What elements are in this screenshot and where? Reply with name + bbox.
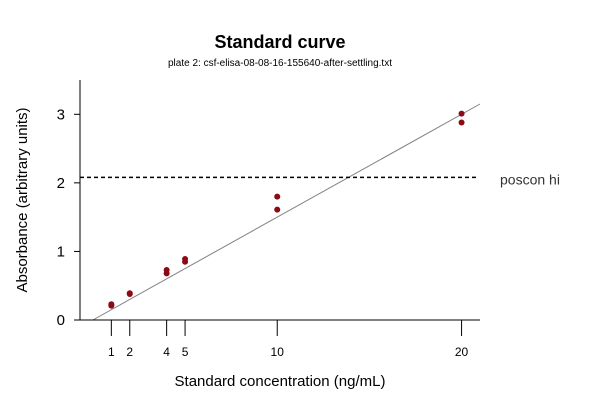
data-point [274, 193, 281, 200]
y-axis-ticks: 0 1 2 3 [57, 106, 80, 329]
y-tick-label: 2 [57, 175, 65, 192]
x-tick-label: 2 [126, 345, 133, 359]
reference-line-label: poscon hi [500, 171, 560, 187]
x-tick-label: 4 [163, 345, 170, 359]
y-tick-label: 0 [57, 312, 65, 329]
y-tick-label: 1 [57, 243, 65, 260]
x-tick-label: 10 [271, 345, 285, 359]
chart-subtitle: plate 2: csf-elisa-08-08-16-155640-after… [168, 58, 392, 69]
data-point [458, 119, 465, 126]
data-point [108, 301, 115, 308]
x-axis-label: Standard concentration (ng/mL) [175, 373, 386, 390]
chart-title: Standard curve [214, 32, 345, 52]
x-tick-label: 20 [455, 345, 469, 359]
x-tick-label: 5 [182, 345, 189, 359]
y-tick-label: 3 [57, 106, 65, 123]
data-point [274, 206, 281, 213]
data-point [182, 255, 189, 262]
x-tick-label: 1 [108, 345, 115, 359]
data-point [126, 290, 133, 297]
fit-line [92, 103, 481, 321]
data-point [163, 266, 170, 273]
plot-area: poscon hi [80, 103, 560, 321]
x-axis-ticks: 1 2 4 5 10 20 [108, 320, 469, 359]
data-point [458, 110, 465, 117]
y-axis-label: Absorbance (arbitrary units) [14, 107, 31, 292]
